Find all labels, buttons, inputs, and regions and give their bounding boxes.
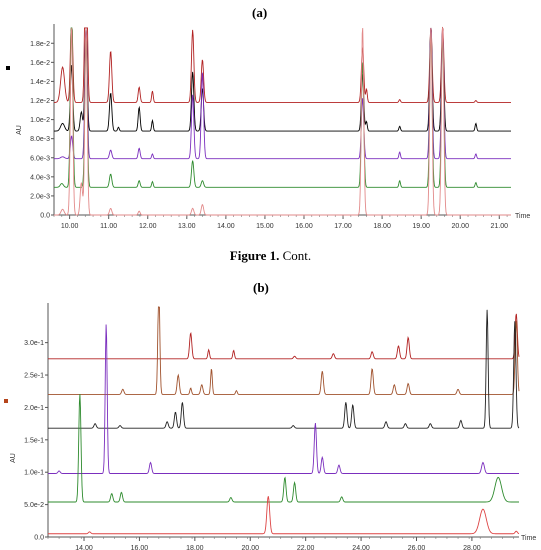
x-tick-label-a-2: 12.00: [139, 223, 157, 230]
y-tick-label-b-6: 3.0e-1: [24, 340, 44, 347]
legend-marker-a: [6, 66, 10, 70]
y-tick-label-a-5: 1.0e-2: [30, 117, 50, 124]
x-axis-title-a: Time: [515, 213, 530, 220]
panel-b-label: (b): [253, 280, 269, 295]
figure-caption: Figure 1. Cont.: [0, 248, 541, 264]
trace-b-2: [48, 309, 520, 429]
trace-b-4: [48, 393, 519, 503]
x-tick-label-a-4: 14.00: [217, 223, 235, 230]
trace-a-3: [54, 27, 511, 188]
y-tick-label-b-0: 0.0: [34, 535, 44, 542]
y-tick-label-b-5: 2.5e-1: [24, 373, 44, 380]
x-tick-label-a-3: 13.00: [178, 223, 196, 230]
x-tick-label-a-11: 21.00: [491, 223, 509, 230]
x-tick-label-b-6: 26.00: [408, 545, 426, 550]
y-tick-label-a-8: 1.6e-2: [30, 60, 50, 67]
x-tick-label-a-0: 10.00: [61, 223, 79, 230]
x-tick-label-a-9: 19.00: [412, 223, 430, 230]
x-tick-label-b-3: 20.00: [241, 545, 259, 550]
x-tick-label-b-2: 18.00: [186, 545, 204, 550]
trace-a-2: [54, 27, 511, 160]
legend-marker-b: [4, 399, 8, 403]
trace-b-5: [48, 496, 520, 535]
x-tick-label-b-4: 22.00: [297, 545, 315, 550]
y-tick-label-a-2: 4.0e-3: [30, 174, 50, 181]
y-tick-label-b-1: 5.0e-2: [24, 502, 44, 509]
y-tick-label-a-1: 2.0e-3: [30, 193, 50, 200]
caption-rest: Cont.: [279, 248, 312, 263]
x-tick-label-b-1: 16.00: [131, 545, 149, 550]
panel-a-label: (a): [252, 5, 268, 20]
y-tick-label-a-3: 6.0e-3: [30, 155, 50, 162]
x-tick-label-b-7: 28.00: [463, 545, 481, 550]
y-tick-label-b-4: 2.0e-1: [24, 405, 44, 412]
y-tick-label-a-4: 8.0e-3: [30, 136, 50, 143]
y-axis-title-a: AU: [16, 125, 23, 135]
x-tick-label-a-1: 11.00: [100, 223, 117, 230]
y-tick-label-b-2: 1.0e-1: [24, 470, 44, 477]
x-tick-label-a-7: 17.00: [334, 223, 352, 230]
x-tick-label-b-5: 24.00: [352, 545, 370, 550]
x-tick-label-b-0: 14.00: [75, 545, 93, 550]
y-axis-title-b: AU: [10, 453, 17, 463]
trace-a-1: [54, 27, 511, 132]
y-tick-label-a-6: 1.2e-2: [30, 98, 50, 105]
trace-a-0: [53, 26, 511, 103]
trace-b-3: [48, 324, 519, 474]
trace-a-4: [54, 27, 511, 216]
y-tick-label-a-0: 0.0: [40, 213, 50, 220]
trace-b-1: [48, 306, 520, 395]
caption-bold: Figure 1.: [229, 248, 280, 263]
y-tick-label-a-7: 1.4e-2: [30, 79, 50, 86]
x-tick-label-a-10: 20.00: [451, 223, 469, 230]
x-axis-title-b: Time: [521, 535, 536, 542]
x-tick-label-a-6: 16.00: [295, 223, 313, 230]
x-tick-label-a-8: 18.00: [373, 223, 391, 230]
y-tick-label-b-3: 1.5e-1: [24, 437, 44, 444]
trace-b-0: [48, 313, 520, 360]
x-tick-label-a-5: 15.00: [256, 223, 274, 230]
y-tick-label-a-9: 1.8e-2: [30, 41, 50, 48]
